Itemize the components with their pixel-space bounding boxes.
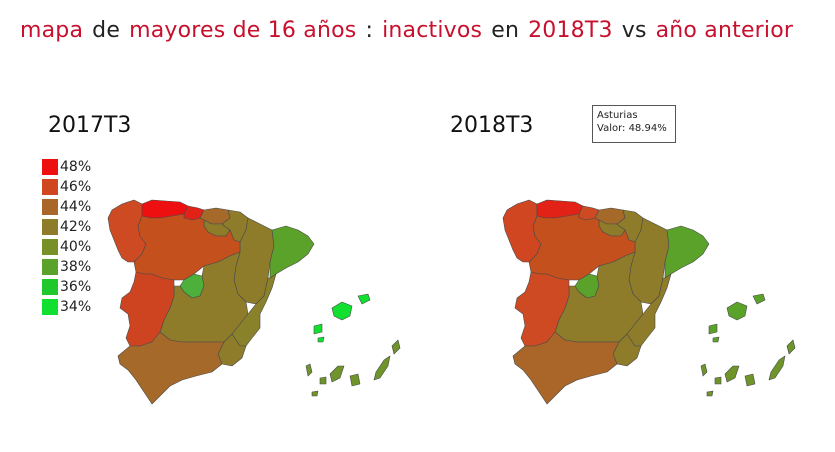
region-baleares-formentera[interactable] [712,336,720,343]
region-canarias-hierro[interactable] [311,390,319,397]
tooltip-value: Valor: 48.94% [597,123,667,134]
map-right [502,199,796,405]
region-baleares-mallorca[interactable] [331,301,353,321]
legend-label: 34% [60,299,92,315]
legend-item: 36% [42,277,91,297]
baleares [708,293,766,343]
region-canarias-lanzarote[interactable] [391,339,401,355]
region-canarias-hierro[interactable] [706,390,714,397]
legend-item: 40% [42,237,91,257]
title-part-group[interactable]: mayores de 16 años [129,18,357,43]
legend-label: 48% [60,159,92,175]
peninsula [107,199,315,405]
legend-swatch [42,199,58,215]
title-part-compare[interactable]: año anterior [655,18,794,43]
legend-item: 48% [42,157,91,177]
region-canarias-tenerife[interactable] [329,365,345,383]
canarias [305,339,401,397]
region-cataluna[interactable] [269,225,315,279]
legend-label: 44% [60,199,92,215]
region-andalucia[interactable] [117,331,225,405]
legend-label: 46% [60,179,92,195]
region-baleares-ibiza[interactable] [313,323,323,335]
region-valencia[interactable] [626,273,672,347]
title-part-de: de [92,18,121,43]
region-canarias-gomera[interactable] [714,376,722,385]
region-baleares-ibiza[interactable] [708,323,718,335]
title-part-mapa: mapa [20,18,84,43]
region-baleares-menorca[interactable] [357,293,371,305]
region-baleares-mallorca[interactable] [726,301,748,321]
region-andalucia[interactable] [512,331,620,405]
title-part-en: en [491,18,520,43]
legend-swatch [42,239,58,255]
peninsula [502,199,710,405]
legend-label: 36% [60,279,92,295]
region-canarias-lapalma[interactable] [700,363,708,377]
legend-swatch [42,179,58,195]
legend-label: 42% [60,219,92,235]
legend-label: 38% [60,259,92,275]
legend-swatch [42,259,58,275]
region-canarias-lapalma[interactable] [305,363,313,377]
baleares [313,293,371,343]
region-cataluna[interactable] [664,225,710,279]
legend: 48% 46% 44% 42% 40% 38% 36% 34% [42,157,91,317]
map-title-right: 2018T3 [450,113,534,138]
legend-swatch [42,159,58,175]
legend-label: 40% [60,239,92,255]
region-baleares-formentera[interactable] [317,336,325,343]
legend-item: 34% [42,297,91,317]
region-canarias-fuerteventura[interactable] [768,355,786,381]
title-part-period[interactable]: 2018T3 [528,18,613,43]
title-part-vs: vs [621,18,647,43]
title-part-colon: : [365,18,374,43]
page-title: mapa de mayores de 16 años: inactivos en 2018… [20,18,802,43]
region-canarias-gomera[interactable] [319,376,327,385]
legend-swatch [42,219,58,235]
canarias [700,339,796,397]
region-valencia[interactable] [231,273,277,347]
tooltip-region: Asturias [597,110,638,121]
legend-swatch [42,279,58,295]
legend-item: 42% [42,217,91,237]
region-canarias-grancanaria[interactable] [349,373,361,387]
title-part-indicator[interactable]: inactivos [382,18,483,43]
legend-item: 38% [42,257,91,277]
region-canarias-grancanaria[interactable] [744,373,756,387]
region-canarias-lanzarote[interactable] [786,339,796,355]
region-canarias-tenerife[interactable] [724,365,740,383]
legend-item: 44% [42,197,91,217]
map-left [107,199,401,405]
region-canarias-fuerteventura[interactable] [373,355,391,381]
map-title-left: 2017T3 [48,113,132,138]
region-tooltip: Asturias Valor: 48.94% [592,105,676,143]
legend-item: 46% [42,177,91,197]
region-baleares-menorca[interactable] [752,293,766,305]
legend-swatch [42,299,58,315]
